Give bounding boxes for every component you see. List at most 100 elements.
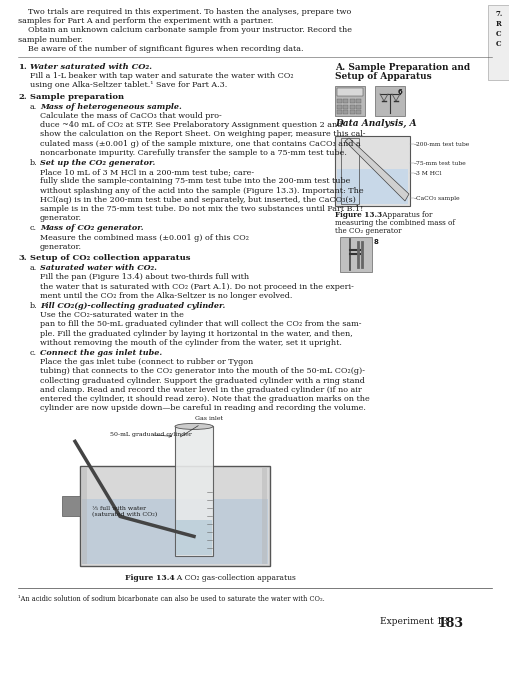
Text: using one Alka-Seltzer tablet.¹ Save for Part A.3.: using one Alka-Seltzer tablet.¹ Save for… bbox=[30, 81, 227, 90]
Text: Calculate the mass of CaCO₃ that would pro-: Calculate the mass of CaCO₃ that would p… bbox=[40, 112, 221, 120]
Text: entered the cylinder, it should read zero). Note that the graduation marks on th: entered the cylinder, it should read zer… bbox=[40, 395, 369, 403]
Text: measuring the combined mass of: measuring the combined mass of bbox=[334, 219, 454, 227]
Text: Water saturated with CO₂.: Water saturated with CO₂. bbox=[30, 63, 152, 71]
Text: Place the gas inlet tube (connect to rubber or Tygon: Place the gas inlet tube (connect to rub… bbox=[40, 358, 253, 366]
Text: CaCO₃ sample: CaCO₃ sample bbox=[415, 195, 459, 200]
Bar bbox=[356, 110, 361, 114]
Text: generator.: generator. bbox=[40, 214, 82, 222]
Text: C: C bbox=[495, 40, 501, 48]
Text: 50-mL graduated cylinder: 50-mL graduated cylinder bbox=[110, 433, 191, 438]
Text: 3.: 3. bbox=[18, 254, 26, 262]
Text: Fill the pan (Figure 13.4) about two-thirds full with: Fill the pan (Figure 13.4) about two-thi… bbox=[40, 274, 248, 281]
Text: Mass of CO₂ generator.: Mass of CO₂ generator. bbox=[40, 225, 143, 232]
Text: Mass of heterogeneous sample.: Mass of heterogeneous sample. bbox=[40, 103, 181, 111]
Text: sample is in the 75-mm test tube. Do not mix the two substances until Part B.1!: sample is in the 75-mm test tube. Do not… bbox=[40, 205, 363, 213]
Bar bbox=[175, 426, 213, 556]
Bar bbox=[336, 110, 342, 114]
Text: collecting graduated cylinder. Support the graduated cylinder with a ring stand: collecting graduated cylinder. Support t… bbox=[40, 377, 364, 384]
Text: ment until the CO₂ from the Alka-Seltzer is no longer evolved.: ment until the CO₂ from the Alka-Seltzer… bbox=[40, 292, 292, 300]
Text: culated mass (±0.001 g) of the sample mixture, one that contains CaCO₃ and a: culated mass (±0.001 g) of the sample mi… bbox=[40, 139, 360, 148]
Text: Setup of Apparatus: Setup of Apparatus bbox=[334, 72, 431, 81]
Text: the water that is saturated with CO₂ (Part A.1). Do not proceed in the experi-: the water that is saturated with CO₂ (Pa… bbox=[40, 283, 353, 290]
Text: a.: a. bbox=[30, 103, 37, 111]
Text: c.: c. bbox=[30, 349, 37, 357]
Bar bbox=[356, 99, 361, 103]
Text: Be aware of the number of significant figures when recording data.: Be aware of the number of significant fi… bbox=[18, 45, 303, 52]
Text: Figure 13.4: Figure 13.4 bbox=[125, 575, 175, 582]
Text: cylinder are now upside down—be careful in reading and recording the volume.: cylinder are now upside down—be careful … bbox=[40, 404, 365, 412]
Text: 200-mm test tube: 200-mm test tube bbox=[415, 141, 468, 146]
Text: 183: 183 bbox=[437, 617, 463, 631]
Text: c.: c. bbox=[30, 225, 37, 232]
Bar bbox=[336, 104, 342, 108]
Text: without splashing any of the acid into the sample (Figure 13.3). Important: The: without splashing any of the acid into t… bbox=[40, 187, 363, 195]
Text: HCl(aq) is in the 200-mm test tube and separately, but inserted, the CaCO₃(s): HCl(aq) is in the 200-mm test tube and s… bbox=[40, 196, 355, 204]
Text: A CO₂ gas-collection apparatus: A CO₂ gas-collection apparatus bbox=[172, 575, 295, 582]
Text: without removing the mouth of the cylinder from the water, set it upright.: without removing the mouth of the cylind… bbox=[40, 339, 341, 346]
Text: ¹An acidic solution of sodium bicarbonate can also be used to saturate the water: ¹An acidic solution of sodium bicarbonat… bbox=[18, 596, 324, 603]
Bar bbox=[349, 110, 354, 114]
Bar bbox=[374, 86, 404, 116]
Bar bbox=[176, 520, 212, 555]
Text: Gas inlet: Gas inlet bbox=[180, 416, 222, 437]
Bar bbox=[349, 99, 354, 103]
Bar bbox=[262, 468, 267, 564]
Text: Connect the gas inlet tube.: Connect the gas inlet tube. bbox=[40, 349, 162, 357]
Text: Saturated water with CO₂.: Saturated water with CO₂. bbox=[40, 264, 157, 272]
Bar bbox=[82, 468, 87, 564]
Bar bbox=[340, 237, 371, 272]
Text: 7.: 7. bbox=[494, 10, 502, 18]
Text: Fill a 1-L beaker with tap water and saturate the water with CO₂: Fill a 1-L beaker with tap water and sat… bbox=[30, 72, 293, 80]
Text: Use the CO₂-saturated water in the: Use the CO₂-saturated water in the bbox=[40, 312, 184, 319]
Text: Fill CO₂(g)-collecting graduated cylinder.: Fill CO₂(g)-collecting graduated cylinde… bbox=[40, 302, 225, 310]
Text: Sample preparation: Sample preparation bbox=[30, 92, 124, 101]
Bar bbox=[349, 104, 354, 108]
Text: Obtain an unknown calcium carbonate sample from your instructor. Record the: Obtain an unknown calcium carbonate samp… bbox=[18, 27, 351, 34]
Text: ⅓ full with water
(saturated with CO₂): ⅓ full with water (saturated with CO₂) bbox=[92, 506, 157, 517]
Text: show the calculation on the Report Sheet. On weighing paper, measure this cal-: show the calculation on the Report Sheet… bbox=[40, 130, 365, 139]
Text: the CO₂ generator: the CO₂ generator bbox=[334, 227, 401, 235]
Bar bbox=[343, 99, 348, 103]
Text: Measure the combined mass (±0.001 g) of this CO₂: Measure the combined mass (±0.001 g) of … bbox=[40, 234, 248, 241]
Text: Data Analysis, A: Data Analysis, A bbox=[334, 119, 416, 128]
Text: Experiment 13: Experiment 13 bbox=[379, 617, 453, 626]
Text: ple. Fill the graduated cylinder by laying it horizontal in the water, and then,: ple. Fill the graduated cylinder by layi… bbox=[40, 330, 352, 337]
Text: Figure 13.3: Figure 13.3 bbox=[334, 211, 381, 219]
Text: 75-mm test tube: 75-mm test tube bbox=[415, 160, 465, 165]
Bar bbox=[336, 169, 407, 204]
Text: b.: b. bbox=[30, 302, 38, 310]
Text: samples for Part A and perform the experiment with a partner.: samples for Part A and perform the exper… bbox=[18, 18, 273, 25]
Bar bbox=[62, 496, 80, 517]
Bar bbox=[82, 499, 267, 564]
Bar bbox=[80, 466, 269, 566]
Text: generator.: generator. bbox=[40, 243, 82, 251]
Text: noncarbonate impurity. Carefully transfer the sample to a 75-mm test tube.: noncarbonate impurity. Carefully transfe… bbox=[40, 149, 346, 157]
Bar bbox=[487, 5, 509, 80]
Bar bbox=[356, 104, 361, 108]
Text: 2.: 2. bbox=[18, 92, 26, 101]
Text: pan to fill the 50-mL graduated cylinder that will collect the CO₂ from the sam-: pan to fill the 50-mL graduated cylinder… bbox=[40, 321, 361, 328]
Bar bbox=[334, 136, 409, 206]
Text: 3 M HCl: 3 M HCl bbox=[415, 171, 441, 176]
Text: tubing) that connects to the CO₂ generator into the mouth of the 50-mL CO₂(g)-: tubing) that connects to the CO₂ generat… bbox=[40, 368, 364, 375]
Text: R: R bbox=[495, 20, 501, 28]
Text: Set up the CO₂ generator.: Set up the CO₂ generator. bbox=[40, 159, 155, 167]
Text: 6: 6 bbox=[397, 89, 401, 95]
Text: Place 10 mL of 3 M HCl in a 200-mm test tube; care-: Place 10 mL of 3 M HCl in a 200-mm test … bbox=[40, 168, 253, 176]
Text: 1.: 1. bbox=[18, 63, 26, 71]
Text: Setup of CO₂ collection apparatus: Setup of CO₂ collection apparatus bbox=[30, 254, 190, 262]
Text: C: C bbox=[495, 30, 501, 38]
Text: A. Sample Preparation and: A. Sample Preparation and bbox=[334, 63, 469, 72]
Bar bbox=[343, 110, 348, 114]
Bar bbox=[334, 86, 364, 116]
Ellipse shape bbox=[175, 424, 213, 429]
Bar bbox=[341, 138, 358, 204]
Bar bbox=[336, 88, 362, 96]
Polygon shape bbox=[344, 138, 408, 201]
Text: a.: a. bbox=[30, 264, 37, 272]
Text: and clamp. Read and record the water level in the graduated cylinder (if no air: and clamp. Read and record the water lev… bbox=[40, 386, 361, 394]
Text: Apparatus for: Apparatus for bbox=[379, 211, 432, 219]
Text: b.: b. bbox=[30, 159, 38, 167]
Bar bbox=[336, 99, 342, 103]
Bar bbox=[343, 104, 348, 108]
